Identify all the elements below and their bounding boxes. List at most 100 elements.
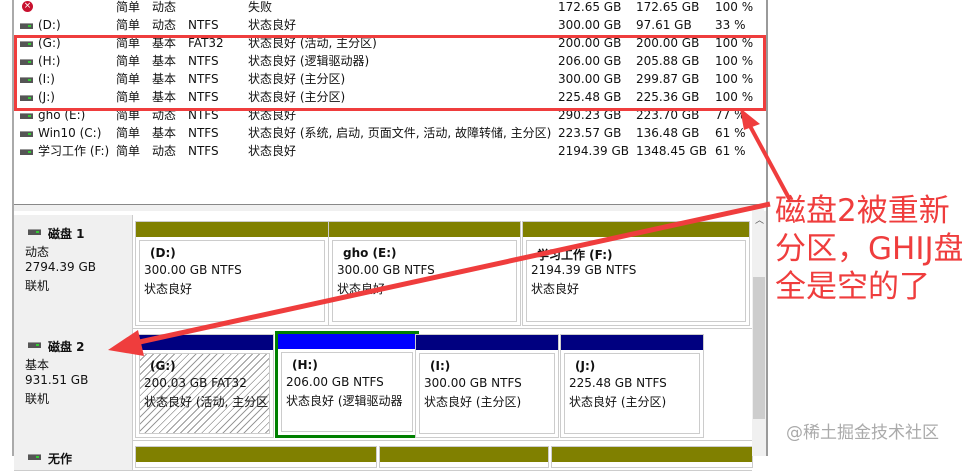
disk-icon xyxy=(20,77,33,83)
volume-capacity: 223.57 GB xyxy=(558,126,622,140)
volume-row[interactable]: (D:) 简单 动态 NTFS 状态良好 300.00 GB 97.61 GB 33 % xyxy=(14,16,764,34)
scroll-thumb[interactable] xyxy=(753,277,765,419)
volume-status: 状态良好 (主分区) xyxy=(248,72,346,86)
volume-status: 状态良好 xyxy=(248,144,297,158)
volume-free: 136.48 GB xyxy=(636,126,700,140)
volume-name: Win10 (C:) xyxy=(38,126,102,140)
volume-name: gho (E:) xyxy=(38,108,86,122)
volume-layout: 简单 xyxy=(116,90,141,104)
failed-disk-icon: × xyxy=(22,1,33,12)
partition-size: 300.00 GB NTFS xyxy=(144,263,242,277)
partition-size: 2194.39 GB NTFS xyxy=(531,263,637,277)
partition[interactable]: 学习工作 (F:) 2194.39 GB NTFS 状态良好 xyxy=(522,221,750,326)
volume-type: 基本 xyxy=(152,54,177,68)
volume-type: 动态 xyxy=(152,144,177,158)
volume-type: 动态 xyxy=(152,18,177,32)
partition-label: gho (E:) xyxy=(343,246,397,260)
partition-body: (I:) 300.00 GB NTFS 状态良好 (主分区) xyxy=(419,353,555,434)
volume-name: 学习工作 (F:) xyxy=(38,144,110,158)
partition-label: (D:) xyxy=(150,246,176,260)
annotation-text: 磁盘2被重新分区，GHIJ盘全是空的了 xyxy=(775,193,962,305)
partition-bar xyxy=(416,335,558,350)
partition[interactable]: (J:) 225.48 GB NTFS 状态良好 (主分区) xyxy=(560,334,704,438)
partition-size: 300.00 GB NTFS xyxy=(337,263,435,277)
volume-free: 223.70 GB xyxy=(636,108,700,122)
volume-row[interactable]: gho (E:) 简单 动态 NTFS 状态良好 290.23 GB 223.70 GB 77… xyxy=(14,106,764,124)
scroll-up-icon[interactable]: ︿ xyxy=(755,216,765,226)
disk-icon xyxy=(20,23,33,29)
volume-fs: FAT32 xyxy=(188,36,224,50)
volume-type: 基本 xyxy=(152,126,177,140)
volume-layout: 简单 xyxy=(116,72,141,86)
volume-pct: 61 % xyxy=(715,126,746,140)
border xyxy=(12,0,14,456)
volume-type: 动态 xyxy=(152,0,177,14)
volume-pct: 61 % xyxy=(715,144,746,158)
partition-size: 206.00 GB NTFS xyxy=(286,375,384,389)
partition-bar xyxy=(136,335,273,350)
volume-pct: 100 % xyxy=(715,0,754,14)
volume-type: 基本 xyxy=(152,90,177,104)
volume-row[interactable]: (J:) 简单 基本 NTFS 状态良好 (主分区) 225.48 GB 225.36 GB… xyxy=(14,88,764,106)
volume-row[interactable]: Win10 (C:) 简单 基本 NTFS 状态良好 (系统, 启动, 页面文件, 活动… xyxy=(14,124,764,142)
disk-name: 磁盘 1 xyxy=(48,227,85,241)
volume-capacity: 206.00 GB xyxy=(558,54,622,68)
partition[interactable]: (D:) 300.00 GB NTFS 状态良好 xyxy=(135,221,329,326)
volume-row[interactable]: 学习工作 (F:) 简单 动态 NTFS 状态良好 2194.39 GB 1348.45 G… xyxy=(14,142,764,160)
volume-free: 205.88 GB xyxy=(636,54,700,68)
volume-pct: 100 % xyxy=(715,36,754,50)
volume-status: 状态良好 (活动, 主分区) xyxy=(248,36,377,50)
volume-layout: 简单 xyxy=(116,0,141,14)
volume-capacity: 300.00 GB xyxy=(558,72,622,86)
partition-body: 学习工作 (F:) 2194.39 GB NTFS 状态良好 xyxy=(526,240,746,322)
disk-icon xyxy=(28,229,41,235)
partition-size: 300.00 GB NTFS xyxy=(424,376,522,390)
volume-fs: NTFS xyxy=(188,108,219,122)
partition[interactable]: (G:) 200.03 GB FAT32 状态良好 (活动, 主分区 xyxy=(135,334,274,438)
volume-pct: 77 % xyxy=(715,108,746,122)
volume-status: 状态良好 (主分区) xyxy=(248,90,346,104)
disk-label[interactable]: 磁盘 1 动态 2794.39 GB 联机 xyxy=(14,215,133,328)
vertical-scrollbar[interactable]: ︿ xyxy=(752,211,766,456)
disk-type: 基本 xyxy=(25,358,50,372)
volume-row[interactable]: (H:) 简单 基本 NTFS 状态良好 (逻辑驱动器) 206.00 GB 205.88 … xyxy=(14,52,764,70)
disk-icon xyxy=(20,95,33,101)
volume-type: 基本 xyxy=(152,72,177,86)
volume-row[interactable]: × 简单 动态 失败 172.65 GB 172.65 GB 100 % xyxy=(14,0,764,16)
disk-row: 磁盘 2 基本 931.51 GB 联机 (G:) 200.03 GB FAT32 状态良好… xyxy=(14,328,752,441)
disk-type: 动态 xyxy=(25,245,50,259)
partition-label: (H:) xyxy=(292,358,318,372)
volume-free: 172.65 GB xyxy=(636,0,700,14)
volume-type: 动态 xyxy=(152,108,177,122)
disk-icon xyxy=(20,149,33,155)
disk-icon xyxy=(20,131,33,137)
partition-label: (G:) xyxy=(150,359,176,373)
volume-capacity: 2194.39 GB xyxy=(558,144,629,158)
partition[interactable]: (I:) 300.00 GB NTFS 状态良好 (主分区) xyxy=(415,334,559,438)
volume-row[interactable]: (I:) 简单 基本 NTFS 状态良好 (主分区) 300.00 GB 299.87 GB… xyxy=(14,70,764,88)
partition-size: 200.03 GB FAT32 xyxy=(144,376,247,390)
volume-fs: NTFS xyxy=(188,90,219,104)
volume-layout: 简单 xyxy=(116,126,141,140)
volume-name: (J:) xyxy=(38,90,55,104)
volume-fs: NTFS xyxy=(188,18,219,32)
disk-icon xyxy=(20,113,33,119)
volume-free: 1348.45 GB xyxy=(636,144,707,158)
volume-row[interactable]: (G:) 简单 基本 FAT32 状态良好 (活动, 主分区) 200.00 GB 200.… xyxy=(14,34,764,52)
volume-type: 基本 xyxy=(152,36,177,50)
volume-capacity: 200.00 GB xyxy=(558,36,622,50)
watermark: @稀土掘金技术社区 xyxy=(786,423,939,443)
partition-bar xyxy=(523,222,749,237)
volume-pct: 100 % xyxy=(715,54,754,68)
volume-free: 97.61 GB xyxy=(636,18,692,32)
volume-fs: NTFS xyxy=(188,54,219,68)
partition[interactable]: (H:) 206.00 GB NTFS 状态良好 (逻辑驱动器 xyxy=(275,331,419,438)
volume-fs: NTFS xyxy=(188,144,219,158)
volume-pct: 33 % xyxy=(715,18,746,32)
volume-name: (D:) xyxy=(38,18,61,32)
volume-pct: 100 % xyxy=(715,90,754,104)
disk-size: 931.51 GB xyxy=(25,373,89,387)
arrow-up-head xyxy=(740,108,760,130)
volume-status: 状态良好 (逻辑驱动器) xyxy=(248,54,370,68)
partition-body: (J:) 225.48 GB NTFS 状态良好 (主分区) xyxy=(564,353,700,434)
